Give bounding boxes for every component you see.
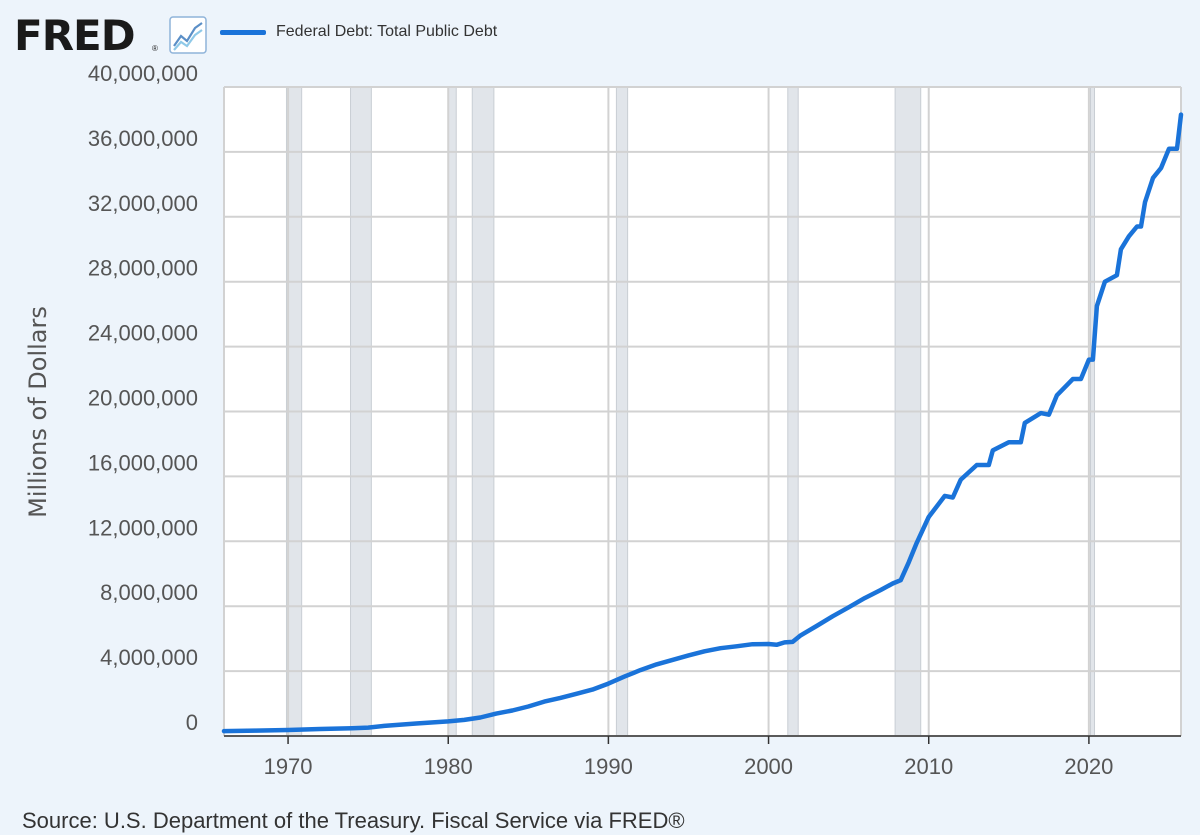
chart-header: FRED ® Federal Debt: Total Public Debt xyxy=(14,10,714,60)
x-tick-label: 2020 xyxy=(1064,754,1113,779)
fred-logo[interactable]: FRED xyxy=(14,11,136,60)
y-tick-label: 8,000,000 xyxy=(100,580,198,605)
series-line xyxy=(221,112,1184,734)
y-axis-title: Millions of Dollars xyxy=(24,306,52,518)
series-layer xyxy=(221,112,1184,734)
y-tick-label: 0 xyxy=(186,710,198,735)
x-tick-label: 2000 xyxy=(744,754,793,779)
line-chart-icon[interactable] xyxy=(169,16,207,54)
x-tick-label: 1990 xyxy=(584,754,633,779)
y-tick-label: 16,000,000 xyxy=(88,450,198,475)
y-tick-label: 36,000,000 xyxy=(88,126,198,151)
registered-mark: ® xyxy=(152,44,158,53)
y-tick-label: 12,000,000 xyxy=(88,515,198,540)
y-tick-label: 24,000,000 xyxy=(88,321,198,346)
y-tick-label: 28,000,000 xyxy=(88,256,198,281)
gridlines xyxy=(223,86,1182,737)
source-note: Source: U.S. Department of the Treasury.… xyxy=(22,808,685,833)
y-axis: 0 4,000,000 8,000,000 12,000,000 16,000,000 2… xyxy=(88,61,198,735)
y-tick-label: 4,000,000 xyxy=(100,645,198,670)
y-tick-label: 32,000,000 xyxy=(88,191,198,216)
legend-label: Federal Debt: Total Public Debt xyxy=(276,23,498,40)
chart-legend: Federal Debt: Total Public Debt xyxy=(220,20,497,44)
y-tick-label: 20,000,000 xyxy=(88,386,198,411)
x-tick-label: 1970 xyxy=(264,754,313,779)
legend-swatch xyxy=(220,29,266,35)
x-tick-label: 2010 xyxy=(904,754,953,779)
x-tick-label: 1980 xyxy=(424,754,473,779)
x-axis: 1970 1980 1990 2000 2010 2020 xyxy=(264,736,1113,779)
line-chart: 0 4,000,000 8,000,000 12,000,000 16,000,000 2… xyxy=(24,61,1184,779)
y-tick-label: 40,000,000 xyxy=(88,61,198,86)
